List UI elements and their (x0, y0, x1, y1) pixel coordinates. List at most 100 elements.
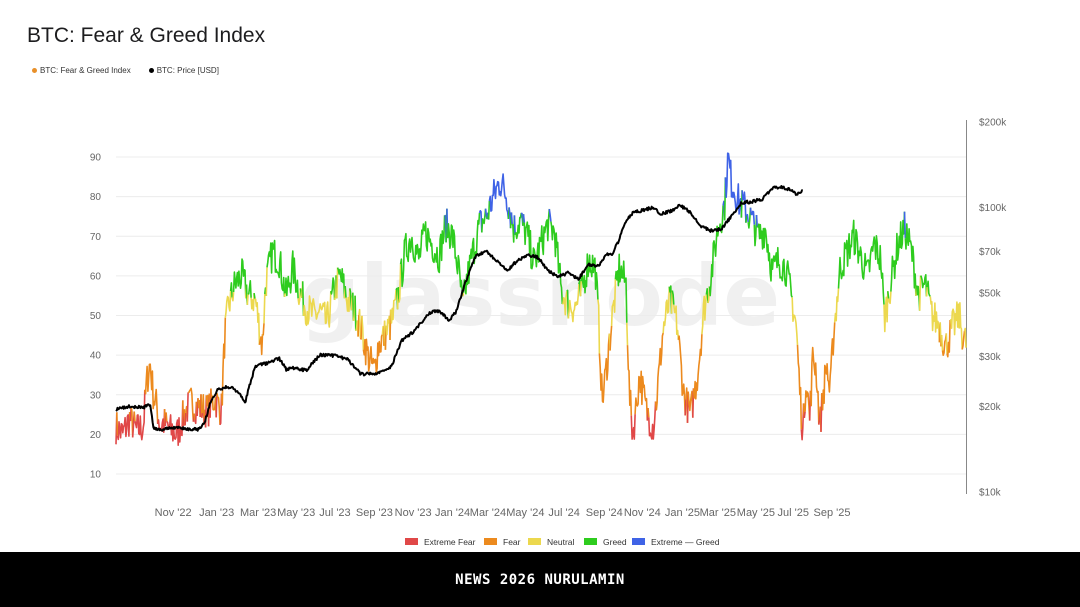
fear-greed-segment (462, 292, 465, 297)
fear-greed-segment (747, 207, 752, 229)
legend-label-fear-greed: BTC: Fear & Greed Index (40, 66, 131, 75)
legend-item-price[interactable]: BTC: Price [USD] (148, 66, 219, 75)
y-right-tick-label: $10k (979, 488, 1002, 499)
fear-greed-segment (705, 287, 709, 304)
fear-greed-segment (514, 212, 523, 240)
fear-greed-segment (887, 291, 890, 299)
x-tick-label: Sep '25 (814, 507, 851, 519)
fear-greed-segment (791, 297, 799, 345)
fear-greed-segment (116, 412, 131, 441)
gridlines (116, 156, 966, 475)
fear-greed-segment (184, 412, 187, 426)
fear-greed-segment (890, 211, 906, 292)
fear-greed-segment (193, 413, 196, 421)
legend-item-fear-greed[interactable]: BTC: Fear & Greed Index (32, 66, 131, 75)
fear-greed-segment (344, 285, 347, 298)
fear-greed-segment (165, 412, 168, 422)
fear-greed-segment (220, 317, 227, 406)
fear-greed-segment (945, 333, 948, 354)
x-tick-label: Mar '25 (700, 507, 736, 519)
fear-greed-segment (166, 400, 184, 447)
fear-greed-segment (654, 332, 664, 411)
fear-greed-segment (724, 152, 743, 218)
fear-greed-segment (597, 299, 601, 354)
x-tick-label: Sep '24 (586, 507, 623, 519)
fear-greed-segment (133, 411, 136, 422)
fear-greed-segment (647, 408, 650, 418)
fear-greed-segment (800, 403, 805, 441)
x-tick-label: Jul '25 (778, 507, 809, 519)
fear-greed-segment (302, 291, 332, 328)
band-legend-swatch (584, 538, 597, 545)
fear-greed-segment (216, 393, 221, 425)
fear-greed-segment (231, 291, 235, 302)
x-tick-label: Jan '25 (665, 507, 700, 519)
fear-greed-segment (254, 297, 261, 345)
fear-greed-segment (224, 291, 232, 318)
fear-greed-segment (511, 215, 516, 243)
x-tick-label: Nov '22 (155, 507, 192, 519)
x-tick-label: Nov '23 (395, 507, 432, 519)
y-right-tick-label: $200k (979, 118, 1007, 129)
fear-greed-segment (670, 290, 674, 314)
band-legend-swatch (528, 538, 541, 545)
fear-greed-segment (144, 363, 159, 425)
band-legend-label: Extreme Fear (424, 537, 476, 547)
fear-greed-segment (219, 393, 223, 426)
fear-greed-segment (186, 392, 189, 422)
fear-greed-segment (634, 370, 649, 421)
fear-greed-segment (481, 208, 487, 233)
fear-greed-segment (336, 267, 339, 299)
fear-greed-segment (746, 213, 749, 223)
fear-greed-segment (662, 286, 671, 334)
fear-greed-segment (488, 173, 510, 219)
fear-greed-segment (358, 308, 362, 338)
fear-greed-segment (687, 390, 694, 418)
fear-greed-segment (946, 319, 951, 358)
fear-greed-segment (446, 223, 464, 297)
x-tick-label: Jan '23 (199, 507, 234, 519)
fear-greed-segment (258, 334, 264, 356)
y-left-tick-label: 80 (90, 192, 102, 203)
fear-greed-segment (116, 412, 119, 436)
fear-greed-segment (949, 301, 963, 350)
fear-greed-segment (215, 393, 218, 418)
fear-greed-segment (262, 323, 265, 336)
fear-greed-segment (283, 293, 286, 298)
fear-greed-segment (523, 208, 551, 270)
x-tick-label: Nov '24 (624, 507, 661, 519)
y-right-tick-label: $50k (979, 289, 1002, 300)
fear-greed-segment (188, 387, 195, 422)
band-legend-swatch (632, 538, 645, 545)
fear-greed-segment (522, 214, 526, 223)
fear-greed-segment (904, 223, 917, 296)
fear-greed-segment (354, 295, 357, 331)
fear-greed-segment (961, 331, 966, 350)
fear-greed-chart: glassnode 10 20 30 40 50 60 70 80 90 $10k $20k $30k $… (90, 118, 1007, 548)
y-left-tick-label: 10 (90, 470, 102, 481)
fear-greed-segment (265, 267, 268, 296)
fear-greed-segment (701, 294, 708, 335)
fear-greed-segment (929, 296, 941, 343)
fear-greed-segment (671, 290, 675, 305)
fear-greed-segment (837, 219, 885, 305)
fear-greed-segment (918, 275, 922, 311)
band-legend-label: Extreme — Greed (651, 537, 720, 547)
footer-banner: NEWS 2026 NURULAMIN (0, 552, 1080, 607)
fear-greed-segment (821, 322, 836, 411)
fear-greed-segment (229, 282, 233, 298)
fear-greed-segment (809, 346, 820, 425)
y-left-tick-label: 50 (90, 311, 102, 322)
fear-greed-segment (134, 389, 146, 441)
fear-greed-segment (648, 401, 657, 440)
fear-greed-segment (610, 279, 617, 327)
btc-price-line (115, 185, 803, 432)
fear-greed-segment (566, 289, 570, 319)
legend-label-price: BTC: Price [USD] (156, 66, 219, 75)
fear-greed-segment (673, 304, 680, 340)
y-left-tick-label: 90 (90, 153, 102, 164)
x-tick-label: Sep '23 (356, 507, 393, 519)
y-right-tick-label: $20k (979, 402, 1002, 413)
y-right-tick-label: $100k (979, 203, 1007, 214)
fear-greed-segment (362, 334, 384, 373)
